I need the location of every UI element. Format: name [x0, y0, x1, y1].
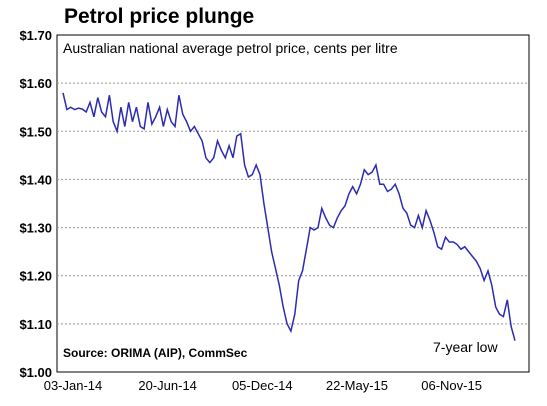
y-tick-label: $1.10 — [19, 317, 52, 332]
y-tick-label: $1.00 — [19, 365, 52, 380]
y-tick-label: $1.40 — [19, 172, 52, 187]
plot-area-frame — [56, 34, 530, 373]
y-tick-label: $1.60 — [19, 76, 52, 91]
chart-title: Petrol price plunge — [64, 5, 255, 28]
gridlines — [57, 82, 529, 325]
annotation-7-year-low: 7-year low — [433, 339, 498, 355]
y-tick-label: $1.30 — [19, 221, 52, 236]
x-axis-tick-labels: 03-Jan-14 20-Jun-14 05-Dec-14 22-May-15 06-N… — [44, 378, 482, 393]
y-axis-tick-labels: $1.00 $1.10 $1.20 $1.30 $1.40 $1.50 $1.60 $1.70 — [19, 28, 52, 380]
x-tick-label: 06-Nov-15 — [421, 378, 482, 393]
x-tick-label: 03-Jan-14 — [44, 378, 103, 393]
y-tick-label: $1.20 — [19, 269, 52, 284]
source-note: Source: ORIMA (AIP), CommSec — [63, 346, 248, 360]
x-tick-label: 05-Dec-14 — [232, 378, 293, 393]
series-line — [62, 92, 516, 341]
chart-subtitle: Australian national average petrol price… — [63, 40, 398, 56]
x-tick-label: 20-Jun-14 — [138, 378, 197, 393]
y-tick-label: $1.50 — [19, 124, 52, 139]
x-tick-label: 22-May-15 — [326, 378, 388, 393]
y-tick-label: $1.70 — [19, 28, 52, 43]
